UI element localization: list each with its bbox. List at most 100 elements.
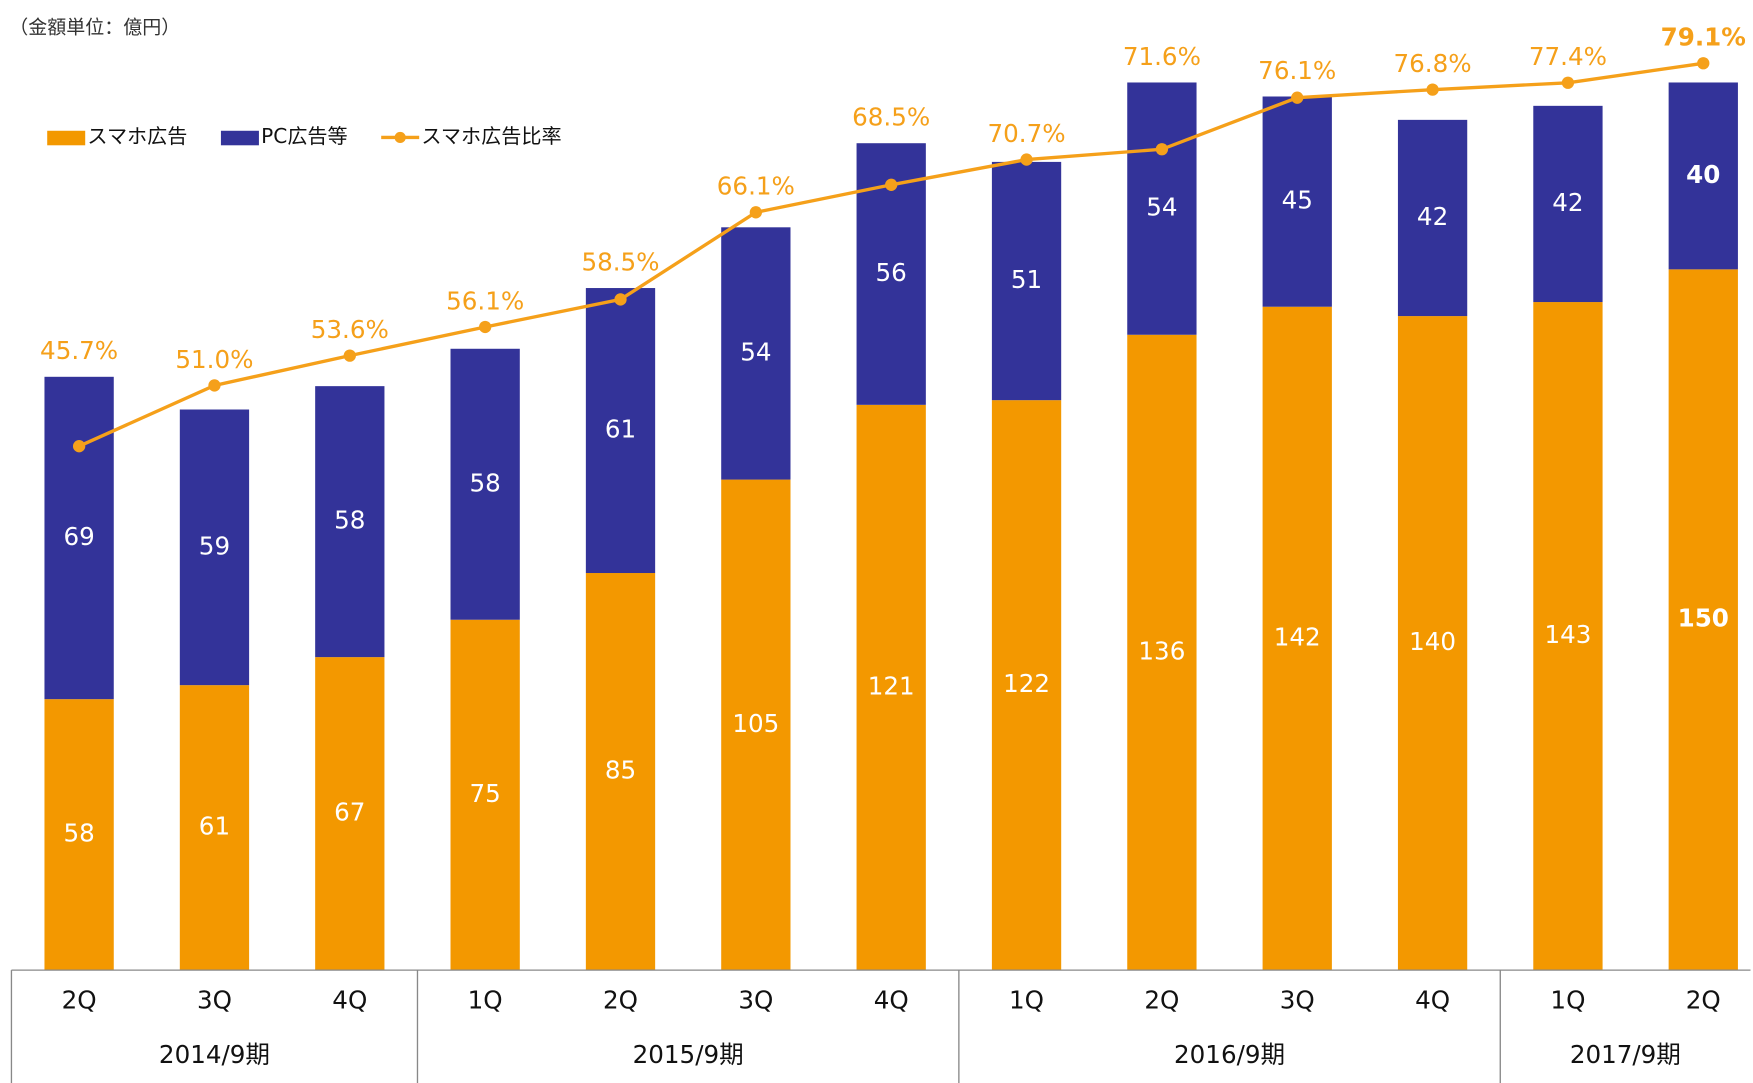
group-label: 2017/9期 <box>1570 1040 1681 1069</box>
ratio-label: 70.7% <box>987 119 1065 148</box>
x-tick-label: 4Q <box>1415 985 1450 1014</box>
bar-segment <box>179 409 250 686</box>
x-tick-label: 2Q <box>603 985 638 1014</box>
bar-label: 54 <box>740 337 771 366</box>
bar-segment <box>450 348 520 620</box>
bar-label: 140 <box>1409 627 1456 656</box>
x-tick-label: 1Q <box>1009 985 1044 1014</box>
bar-label: 150 <box>1678 604 1729 633</box>
ratio-point <box>479 320 492 334</box>
legend-label: スマホ広告比率 <box>421 124 561 148</box>
bar-segment <box>585 573 656 971</box>
bar-label: 143 <box>1544 620 1591 649</box>
bar-segment <box>856 404 926 971</box>
bar-segment <box>585 288 656 574</box>
x-tick-label: 1Q <box>1550 985 1585 1014</box>
x-tick-label: 1Q <box>468 985 503 1014</box>
bar-segment <box>1533 105 1603 303</box>
bar-label: 61 <box>199 812 230 841</box>
ratio-label: 51.0% <box>175 345 253 374</box>
x-tick-label: 2Q <box>62 985 97 1014</box>
bar-label: 121 <box>868 671 915 700</box>
bar-label: 45 <box>1282 186 1313 215</box>
bar-segment <box>991 161 1062 401</box>
bar-label: 58 <box>334 506 365 535</box>
bar-segment <box>1262 306 1332 971</box>
ratio-point <box>343 349 356 362</box>
bar-segment <box>721 479 791 971</box>
bar-label: 40 <box>1686 160 1720 189</box>
bar-label: 85 <box>605 756 636 785</box>
bar-label: 54 <box>1146 193 1177 222</box>
ratio-point <box>1291 91 1304 104</box>
bar-segment <box>315 657 385 971</box>
bar-label: 61 <box>605 415 636 444</box>
x-tick-label: 4Q <box>874 985 909 1014</box>
bar-segment <box>179 685 250 971</box>
bar-label: 105 <box>732 709 779 738</box>
bar-label: 42 <box>1552 188 1583 217</box>
bar-segment <box>1533 302 1603 971</box>
ratio-point <box>1020 153 1033 166</box>
legend-swatch <box>220 130 259 146</box>
ratio-point <box>208 379 221 392</box>
bar-segment <box>1668 269 1738 971</box>
bar-segment <box>44 376 114 700</box>
x-tick-label: 3Q <box>197 985 232 1014</box>
legend-label: スマホ広告 <box>87 124 187 148</box>
ratio-point <box>749 206 762 219</box>
ratio-label: 68.5% <box>852 103 930 132</box>
bar-label: 142 <box>1274 622 1321 651</box>
x-tick-label: 3Q <box>1280 985 1315 1014</box>
ratio-label: 58.5% <box>581 247 659 276</box>
legend-swatch <box>47 130 86 146</box>
bar-segment <box>1397 119 1468 317</box>
ratio-label: 56.1% <box>446 286 524 315</box>
bar-label: 59 <box>199 531 230 560</box>
bar-segment <box>1668 82 1738 270</box>
ratio-point <box>1155 143 1169 156</box>
ratio-point <box>1561 76 1575 89</box>
x-tick-label: 4Q <box>332 985 367 1014</box>
bar-label: 136 <box>1138 636 1185 665</box>
bar-segment <box>315 386 385 658</box>
legend-dot <box>394 131 406 144</box>
ratio-label: 77.4% <box>1529 42 1607 71</box>
ratio-label: 79.1% <box>1661 23 1746 52</box>
unit-note: （金額単位：億円） <box>9 16 180 38</box>
bar-label: 58 <box>470 468 501 497</box>
bar-segment <box>721 227 791 480</box>
bar-label: 75 <box>470 779 501 808</box>
bar-segment <box>1127 334 1197 971</box>
x-tick-label: 3Q <box>738 985 773 1014</box>
bar-label: 122 <box>1003 669 1050 698</box>
bar-segment <box>44 699 114 971</box>
bar-segment <box>1127 82 1197 335</box>
bar-segment <box>1262 96 1332 307</box>
bar-label: 58 <box>63 819 94 848</box>
bar-segment <box>1397 316 1468 971</box>
bar-label: 69 <box>63 522 94 551</box>
ratio-label: 53.6% <box>311 315 389 344</box>
bar-label: 51 <box>1011 265 1042 294</box>
ratio-label: 76.1% <box>1258 56 1336 85</box>
group-label: 2014/9期 <box>159 1040 270 1069</box>
bar-label: 42 <box>1417 202 1448 231</box>
bar-segment <box>450 619 520 971</box>
bar-label: 56 <box>876 258 907 287</box>
ratio-label: 76.8% <box>1394 49 1472 78</box>
x-tick-label: 2Q <box>1144 985 1179 1014</box>
ratio-point <box>614 293 627 306</box>
bar-label: 67 <box>334 798 365 827</box>
legend-label: PC広告等 <box>261 124 348 148</box>
ratio-label: 66.1% <box>717 172 795 201</box>
ratio-label: 71.6% <box>1123 42 1201 71</box>
group-label: 2015/9期 <box>633 1040 744 1069</box>
ratio-point <box>885 178 898 191</box>
ratio-point <box>72 440 86 453</box>
ratio-point <box>1426 83 1439 96</box>
x-tick-label: 2Q <box>1686 985 1721 1014</box>
bar-segment <box>991 400 1062 971</box>
group-label: 2016/9期 <box>1174 1040 1285 1069</box>
